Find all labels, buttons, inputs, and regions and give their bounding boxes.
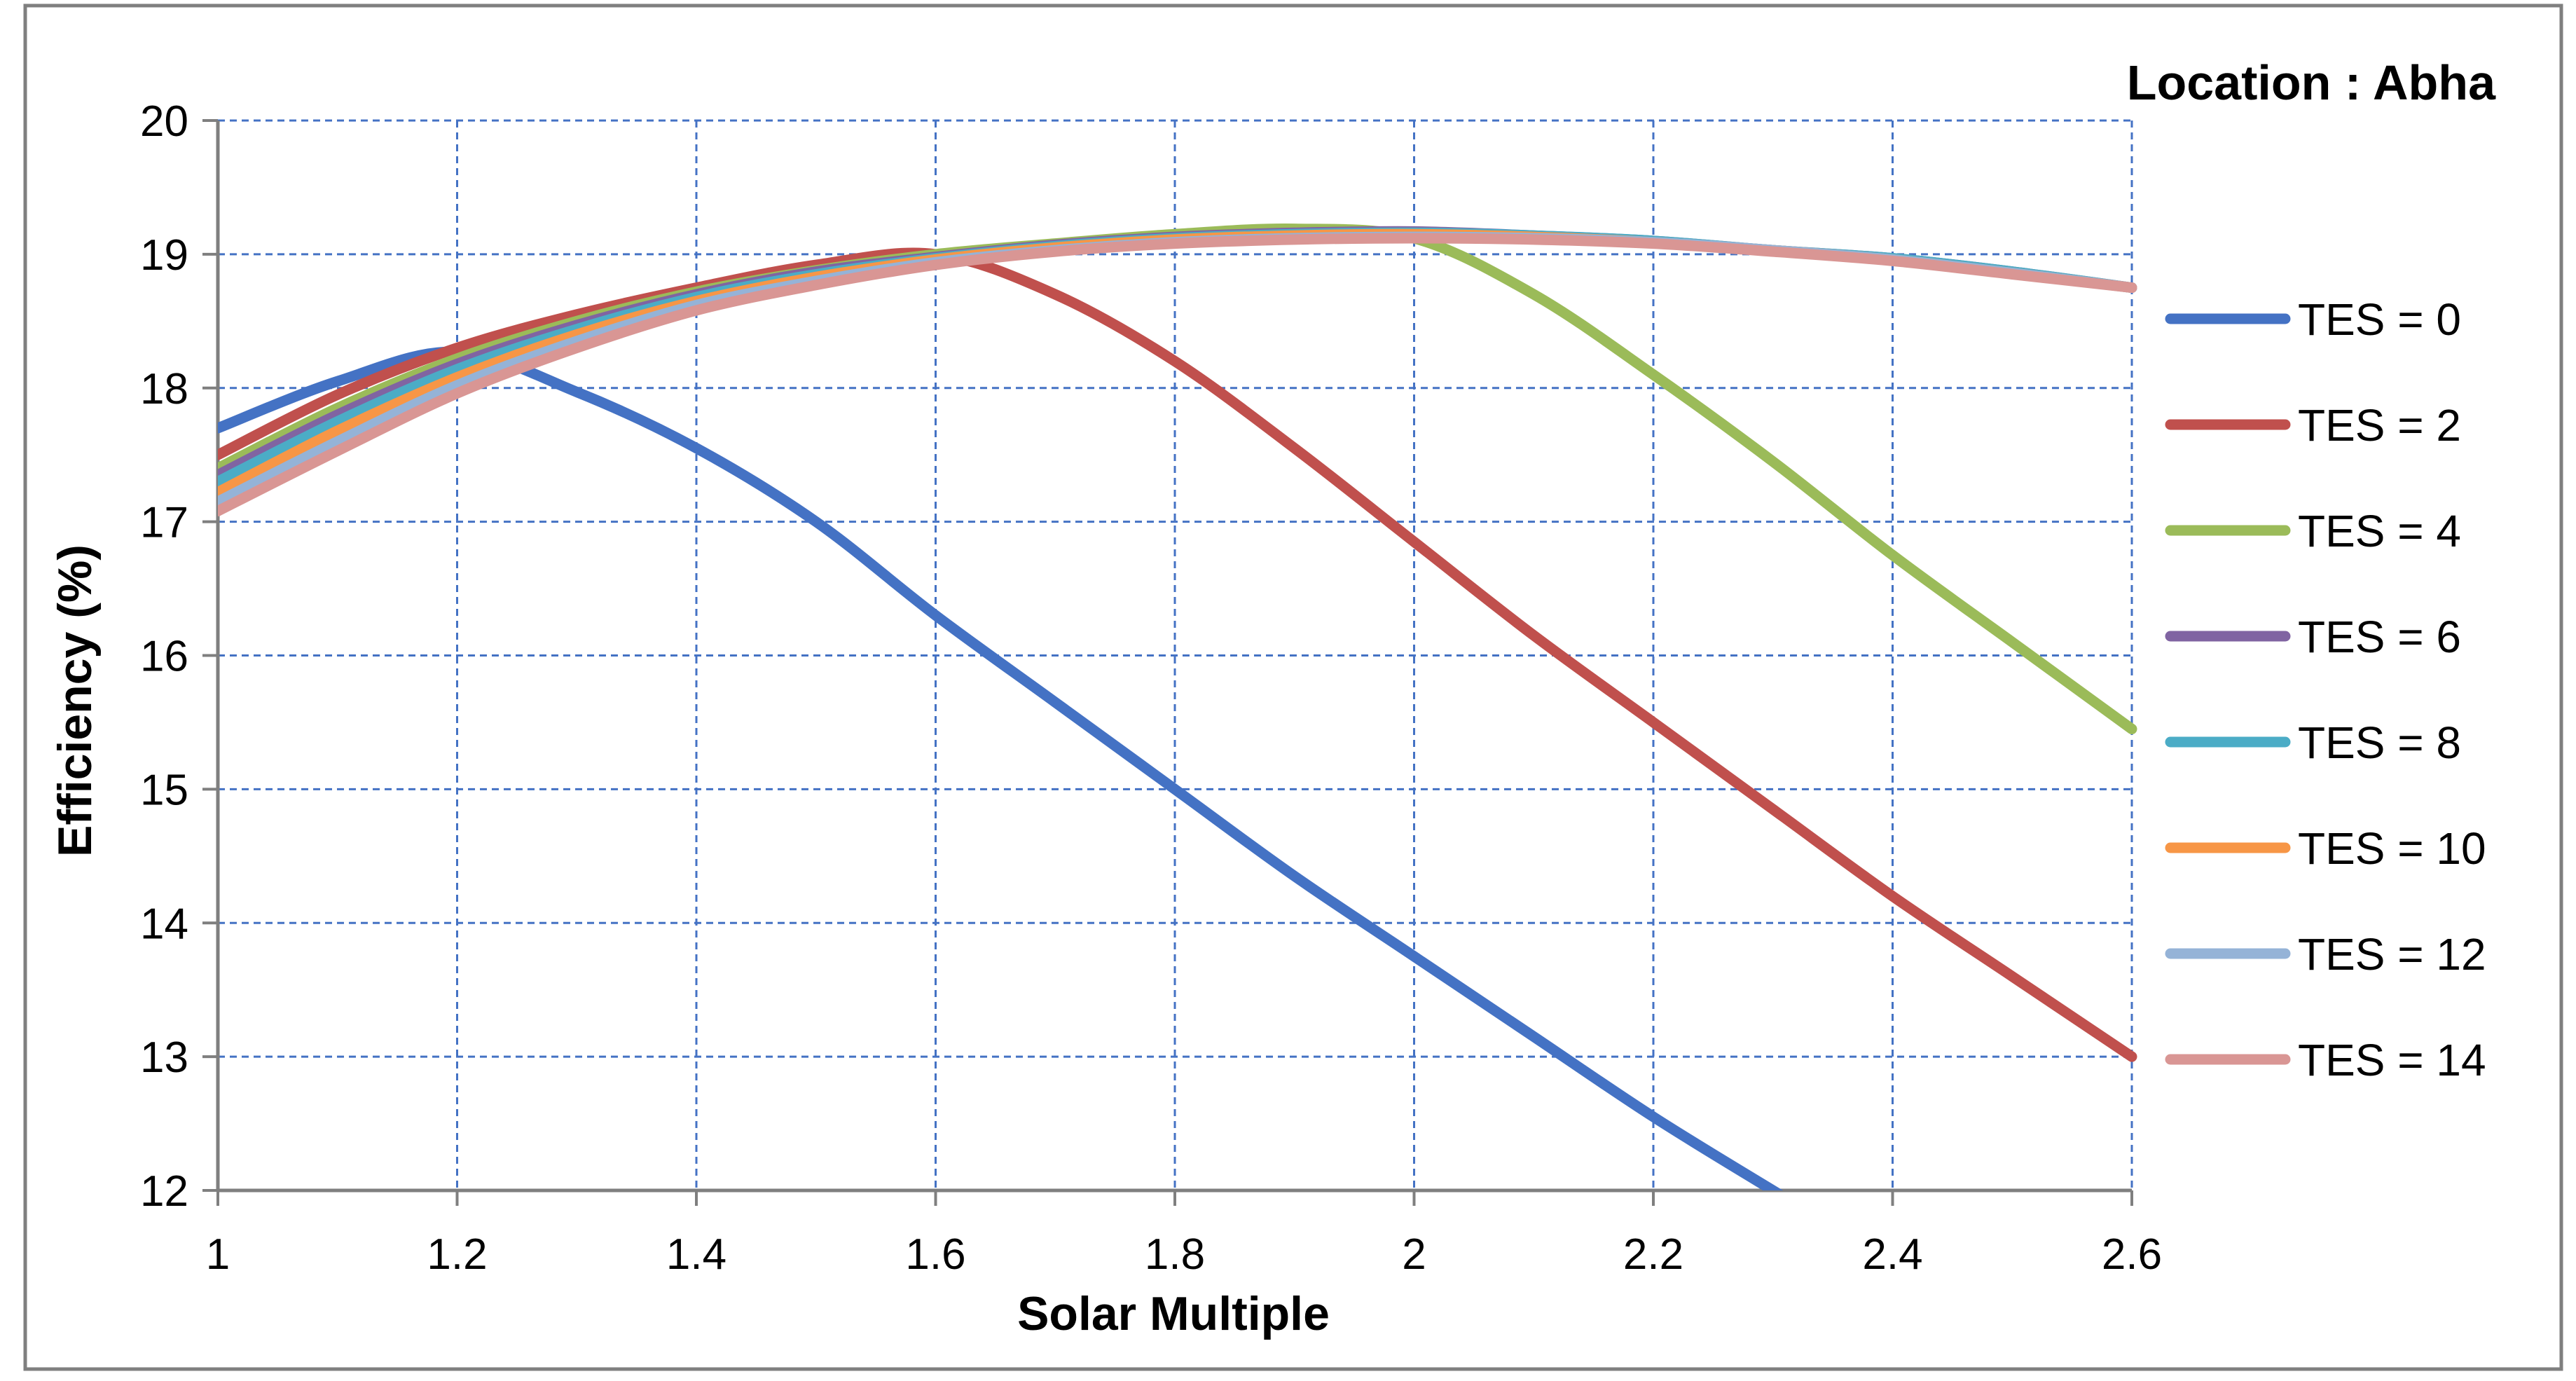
y-tick-label: 16	[140, 633, 188, 681]
legend-label-tes-4: TES = 4	[2298, 506, 2461, 556]
x-tick-label: 1.8	[1145, 1230, 1205, 1279]
x-tick-label: 2.2	[1623, 1230, 1683, 1279]
chart-title: Location : Abha	[2127, 55, 2496, 110]
legend-label-tes-6: TES = 6	[2298, 612, 2461, 662]
y-axis-title: Efficiency (%)	[48, 544, 102, 857]
series-line-tes-2	[218, 247, 2137, 1062]
x-tick-label: 2.6	[2102, 1230, 2162, 1279]
x-tick-label: 1.6	[905, 1230, 965, 1279]
chart-border	[23, 4, 2563, 1371]
y-tick-label: 13	[140, 1033, 188, 1082]
y-tick-label: 17	[140, 499, 188, 547]
legend-label-tes-10: TES = 10	[2298, 823, 2486, 874]
legend-label-tes-14: TES = 14	[2298, 1035, 2486, 1085]
y-tick-label: 20	[140, 97, 188, 146]
x-tick-label: 1.4	[666, 1230, 726, 1279]
x-tick-label: 2.4	[1862, 1230, 1922, 1279]
legend-label-tes-12: TES = 12	[2298, 929, 2486, 980]
y-tick-label: 15	[140, 766, 188, 814]
x-tick-label: 2	[1402, 1230, 1426, 1279]
y-tick-label: 18	[140, 365, 188, 413]
y-tick-label: 14	[140, 900, 188, 948]
legend-label-tes-0: TES = 0	[2298, 294, 2461, 345]
x-tick-label: 1.2	[427, 1230, 487, 1279]
legend-label-tes-8: TES = 8	[2298, 717, 2461, 768]
legend: TES = 0 TES = 2 TES = 4 TES = 6 TES = 8 TES =…	[2165, 294, 2486, 1085]
y-tick-label: 19	[140, 231, 188, 280]
x-tick-label: 1	[206, 1230, 230, 1279]
series-lines	[218, 223, 2137, 1190]
x-axis-title: Solar Multiple	[1017, 1287, 1330, 1340]
y-tick-label: 12	[140, 1167, 188, 1216]
legend-label-tes-2: TES = 2	[2298, 400, 2461, 451]
series-line-tes-14	[218, 233, 2137, 516]
axes: 12 13 14 15 16 17 18 19 20 1 1.2 1.4 1.6 1.8 2 2.2 2.4 2.…	[140, 97, 2162, 1279]
